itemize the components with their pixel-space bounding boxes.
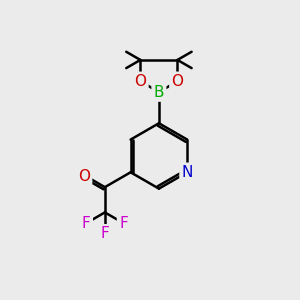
Text: O: O: [78, 169, 90, 184]
Text: F: F: [82, 216, 91, 231]
Text: B: B: [154, 85, 164, 100]
Text: O: O: [171, 74, 183, 89]
Text: O: O: [134, 74, 146, 89]
Text: F: F: [119, 216, 128, 231]
Text: F: F: [100, 226, 109, 241]
Text: N: N: [182, 165, 193, 180]
